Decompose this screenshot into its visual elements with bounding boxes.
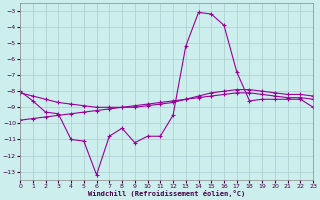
X-axis label: Windchill (Refroidissement éolien,°C): Windchill (Refroidissement éolien,°C) (88, 190, 245, 197)
